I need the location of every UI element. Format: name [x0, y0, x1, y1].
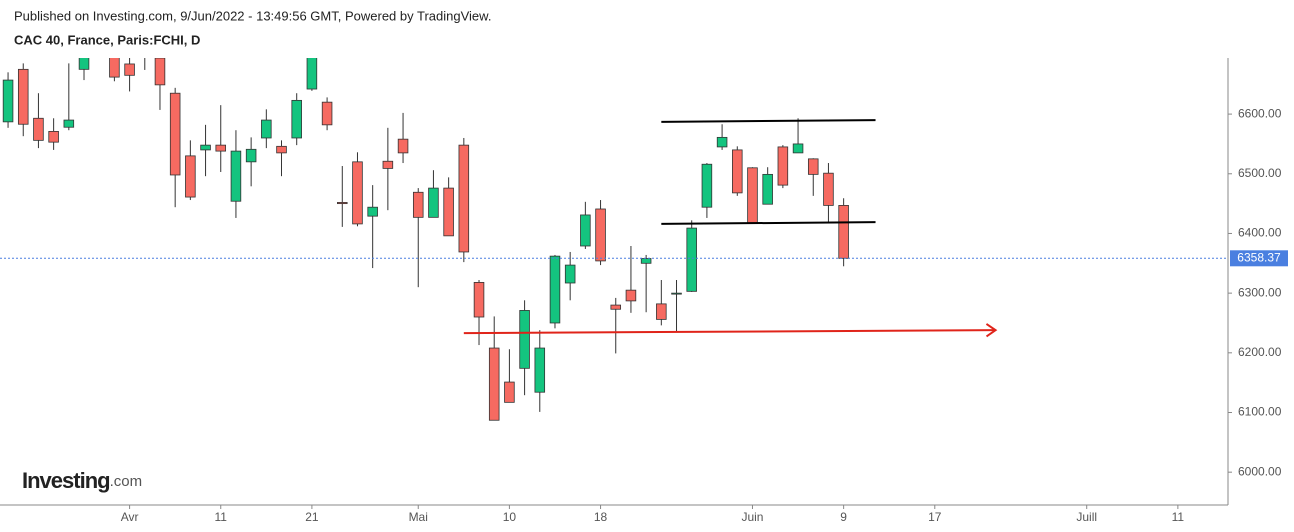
candle-body — [823, 172, 834, 206]
candle-body — [245, 148, 257, 163]
plot-area — [2, 58, 998, 421]
y-tick-label: 6400.00 — [1238, 226, 1282, 240]
candle-body — [564, 264, 576, 284]
candle-body — [549, 255, 561, 324]
candle-body — [473, 281, 485, 318]
candle-body — [154, 58, 166, 86]
x-tick-label: Juin — [741, 510, 763, 524]
candle-body — [367, 206, 378, 217]
candle-body — [443, 187, 454, 237]
candle-body — [732, 149, 743, 194]
candle-body — [306, 58, 318, 90]
x-tick-label: 10 — [503, 510, 517, 524]
y-tick-label: 6100.00 — [1238, 405, 1282, 419]
y-tick-label: 6600.00 — [1238, 106, 1282, 120]
last-price-box — [1230, 250, 1288, 267]
candle-body — [777, 146, 789, 186]
y-tick-label: 6200.00 — [1238, 345, 1282, 359]
candle-body — [807, 158, 819, 175]
x-tick-label: Juill — [1076, 510, 1097, 524]
x-tick-label: 18 — [594, 510, 608, 524]
candle-body — [33, 117, 44, 141]
candle-body — [838, 205, 849, 259]
y-tick-label: 6500.00 — [1238, 166, 1282, 180]
candle-body — [230, 150, 242, 202]
candle-body — [185, 155, 196, 198]
logo-name: Investing — [22, 468, 110, 493]
x-tick-label: 17 — [928, 510, 942, 524]
candle-body — [640, 258, 652, 264]
candle-body — [352, 161, 363, 225]
x-tick-label: 9 — [840, 510, 847, 524]
candle-body — [321, 101, 333, 126]
candle-body — [580, 214, 591, 247]
logo: Investing.com — [22, 468, 142, 493]
candle-body — [428, 187, 439, 218]
x-tick-label: 21 — [305, 510, 319, 524]
trend-line — [661, 221, 876, 225]
trend-line — [661, 119, 876, 123]
x-tick-label: Mai — [409, 510, 428, 524]
candle-body — [109, 58, 120, 78]
candle-body — [792, 143, 804, 154]
candle-body — [2, 79, 14, 123]
x-tick-label: 11 — [215, 510, 228, 524]
candle-body — [656, 303, 667, 320]
candle-body — [762, 173, 773, 205]
candle-body — [686, 227, 697, 292]
candle-body — [534, 347, 546, 393]
header: Published on Investing.com, 9/Jun/2022 -… — [14, 8, 491, 23]
candle-body — [17, 68, 29, 125]
logo-suffix: .com — [110, 473, 143, 490]
candle-body — [169, 92, 181, 176]
x-tick-label: 11 — [1172, 510, 1185, 524]
candle-body — [215, 144, 227, 152]
candle-body — [276, 145, 287, 154]
chart-title: CAC 40, France, Paris:FCHI, D — [14, 32, 200, 47]
candle-body — [200, 144, 211, 151]
candle-body — [610, 304, 622, 310]
candle-body — [397, 138, 409, 154]
candle-body — [412, 191, 424, 218]
candle-body — [716, 136, 728, 148]
y-tick-label: 6300.00 — [1238, 285, 1282, 299]
candle-body — [78, 58, 90, 70]
candle-body — [124, 63, 135, 76]
candle-body — [337, 202, 348, 205]
last-price-label: 6358.37 — [1237, 250, 1281, 264]
candle-body — [671, 292, 682, 295]
candle-body — [382, 160, 394, 169]
candle-body — [519, 310, 530, 369]
candle-body — [63, 119, 75, 128]
y-tick-label: 6000.00 — [1238, 464, 1282, 478]
arrow-head — [985, 323, 998, 338]
trend-line — [463, 329, 996, 335]
candle-body — [625, 289, 637, 302]
candle-body — [488, 347, 500, 421]
x-tick-label: Avr — [121, 510, 139, 524]
candle-body — [747, 167, 758, 224]
candle-body — [48, 131, 59, 143]
candle-body — [504, 381, 515, 403]
candle-body — [458, 144, 470, 253]
candle-body — [595, 208, 606, 262]
candle-body — [701, 163, 713, 208]
candle-body — [261, 119, 272, 139]
candle-body — [291, 99, 302, 139]
